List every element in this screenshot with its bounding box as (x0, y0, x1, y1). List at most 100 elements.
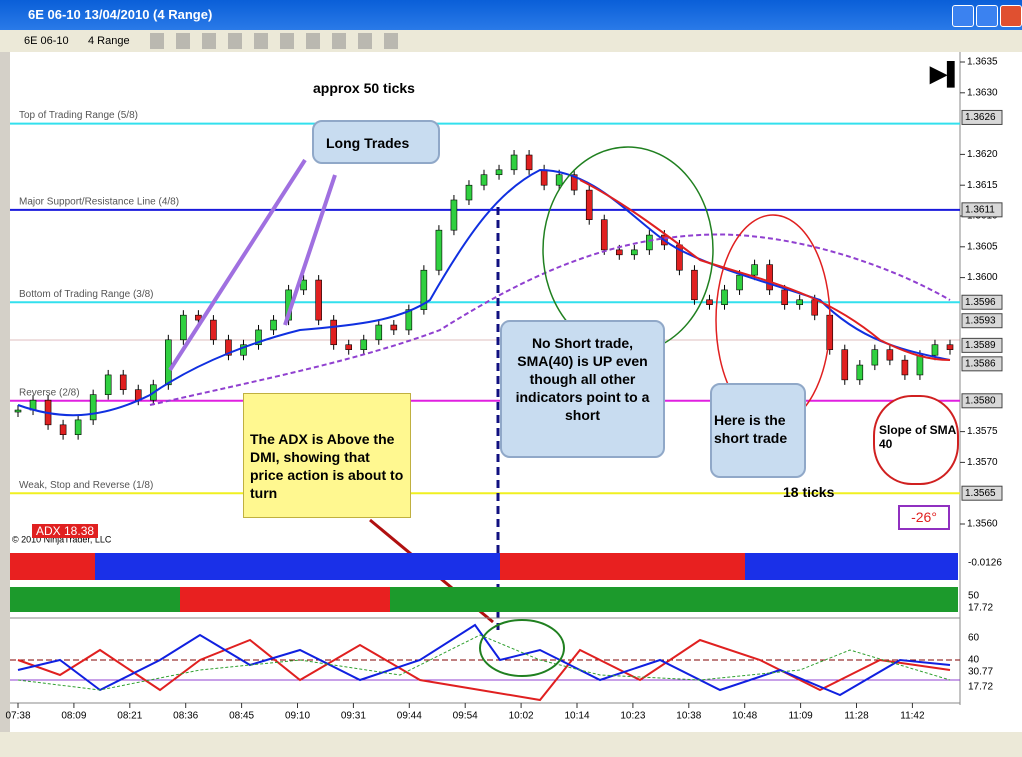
y-tick-label: 1.3630 (967, 87, 998, 98)
x-tick-label: 09:10 (285, 711, 310, 722)
candle (405, 309, 413, 331)
x-tick-label: 10:02 (509, 711, 534, 722)
candle (886, 349, 894, 361)
candle (585, 189, 593, 220)
level-label: Top of Trading Range (5/8) (19, 110, 138, 121)
candle (766, 264, 773, 291)
play-icon[interactable]: ▶▌ (929, 60, 963, 88)
price-marker (961, 313, 1003, 329)
level-label: Major Support/Resistance Line (4/8) (19, 196, 179, 207)
candle (345, 344, 353, 350)
sticky-note: The ADX is Above the DMI, showing that p… (243, 393, 411, 518)
candle (390, 324, 398, 331)
candle (721, 289, 728, 306)
window-title: 6E 06-10 13/04/2010 (4 Range) (28, 7, 213, 22)
candle (89, 394, 97, 421)
candle (841, 349, 849, 381)
panel-label: 17.72 (968, 603, 993, 614)
candle (570, 174, 578, 191)
adx-label: ADX 18.38 (32, 524, 99, 538)
panel-label: 30.77 (968, 667, 993, 678)
annotation: approx 50 ticks (313, 80, 415, 96)
candle (465, 184, 473, 201)
candle (691, 269, 698, 301)
instrument-selector[interactable]: 6E 06-10 (24, 35, 69, 47)
panel-label: 60 (968, 633, 980, 644)
dmi-plus (17, 623, 951, 697)
candle (240, 344, 247, 356)
candle (165, 339, 172, 386)
price-marker-label: 1.3611 (965, 204, 995, 215)
x-tick-label: 08:36 (173, 711, 198, 722)
price-marker (961, 109, 1003, 125)
candle (751, 264, 758, 276)
x-tick-label: 10:48 (732, 711, 757, 722)
angle-label: -26° (898, 505, 950, 530)
price-marker-label: 1.3589 (965, 340, 996, 351)
candle (811, 299, 819, 316)
minimize-button[interactable] (952, 5, 974, 27)
price-marker (961, 202, 1003, 218)
maximize-button[interactable] (976, 5, 998, 27)
indicator-panel-2 (10, 587, 958, 612)
candle (706, 299, 713, 306)
candle (946, 344, 954, 350)
level-label: Bottom of Trading Range (3/8) (19, 289, 154, 300)
panel-label: 40 (968, 655, 980, 666)
candle (555, 174, 563, 186)
close-button[interactable] (1000, 5, 1022, 27)
indicator-panel-2-red (180, 587, 390, 612)
indicator-panel-1-red (500, 553, 745, 580)
candle (59, 424, 67, 435)
level-label: Reverse (2/8) (19, 387, 80, 398)
price-marker-label: 1.3626 (965, 112, 996, 123)
candle (480, 174, 488, 186)
candle (540, 169, 548, 186)
candle (525, 154, 533, 171)
green-ellipse (479, 619, 565, 677)
annotation: 18 ticks (783, 484, 835, 500)
x-tick-label: 09:54 (453, 711, 478, 722)
candle (104, 374, 112, 395)
candle (631, 249, 638, 256)
price-marker-label: 1.3593 (965, 315, 996, 326)
candle (300, 279, 307, 291)
y-tick-label: 1.3560 (967, 519, 998, 530)
candle (931, 344, 939, 356)
scrollbar[interactable] (0, 732, 1022, 757)
cloud-note: Slope of SMA 40 (873, 395, 959, 485)
candle (330, 319, 337, 346)
x-tick-label: 10:38 (676, 711, 701, 722)
price-marker-label: 1.3565 (965, 488, 996, 499)
candle (646, 234, 653, 251)
callout: Here is the short trade (710, 383, 806, 478)
price-marker-label: 1.3596 (965, 297, 996, 308)
x-tick-label: 11:28 (844, 711, 869, 722)
arrow (168, 158, 307, 372)
x-tick-label: 07:38 (5, 711, 30, 722)
price-marker (961, 485, 1003, 501)
toolbar-icons[interactable] (150, 33, 400, 49)
candle (435, 229, 443, 271)
chart: Top of Trading Range (5/8) Major Support/… (0, 52, 1022, 757)
candle (856, 364, 864, 381)
candle (119, 374, 127, 391)
y-tick-label: 1.3605 (967, 241, 998, 252)
sma-40-line (149, 233, 951, 406)
candle (360, 339, 368, 350)
price-marker (961, 393, 1003, 409)
y-tick-label: 1.3615 (967, 180, 998, 191)
ema-line (579, 179, 951, 361)
candle (74, 419, 82, 435)
candle (255, 329, 262, 346)
x-tick-label: 08:21 (117, 711, 142, 722)
price-marker (961, 294, 1003, 310)
candle (420, 269, 428, 310)
level-label: Weak, Stop and Reverse (1/8) (19, 480, 153, 491)
interval-selector[interactable]: 4 Range (88, 35, 130, 47)
title-bar: 6E 06-10 13/04/2010 (4 Range) (0, 0, 1022, 30)
callout: No Short trade, SMA(40) is UP even thoug… (500, 320, 665, 458)
candle (916, 354, 924, 376)
x-tick-label: 10:23 (620, 711, 645, 722)
